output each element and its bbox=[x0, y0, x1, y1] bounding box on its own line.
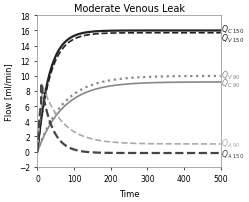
Text: $Q_{A\ 150}$: $Q_{A\ 150}$ bbox=[221, 148, 245, 160]
Text: $Q_{C\ 90}$: $Q_{C\ 90}$ bbox=[221, 77, 241, 89]
Y-axis label: Flow [ml/min]: Flow [ml/min] bbox=[4, 63, 13, 120]
Text: $Q_{V\ 90}$: $Q_{V\ 90}$ bbox=[221, 69, 241, 81]
Text: $Q_{C\ 150}$: $Q_{C\ 150}$ bbox=[221, 24, 245, 36]
X-axis label: Time: Time bbox=[119, 189, 139, 198]
Title: Moderate Venous Leak: Moderate Venous Leak bbox=[74, 4, 185, 14]
Text: $Q_{V\ 150}$: $Q_{V\ 150}$ bbox=[221, 33, 245, 45]
Text: $Q_{A\ 90}$: $Q_{A\ 90}$ bbox=[221, 137, 241, 150]
